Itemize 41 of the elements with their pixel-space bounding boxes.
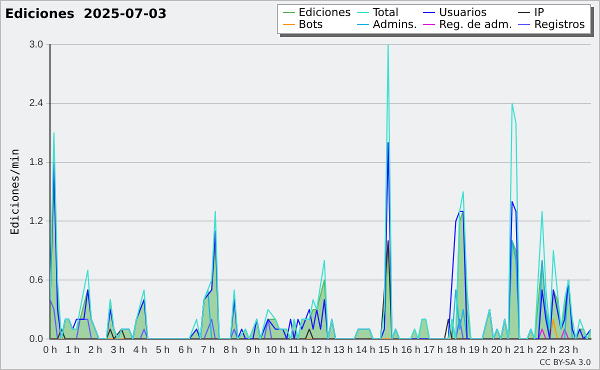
x-tick-label: 14 h: [356, 344, 376, 356]
x-tick-label: 22 h: [536, 344, 556, 356]
x-tick-label: 13 h: [333, 344, 353, 356]
legend-label: Total: [372, 6, 400, 19]
y-tick-label: 1.2: [29, 216, 44, 227]
x-tick-label: 2 h: [88, 344, 102, 356]
x-tick-label: 3 h: [110, 344, 125, 356]
y-tick-label: 1.8: [29, 157, 44, 168]
legend-label: Usuarios: [438, 6, 488, 19]
x-tick-label: 17 h: [424, 344, 443, 356]
legend-label: Bots: [298, 18, 324, 31]
legend-label: Registros: [533, 18, 585, 31]
y-tick-label: 0.0: [29, 334, 44, 345]
legend-label: Admins.: [372, 18, 418, 31]
x-tick-label: 9 h: [246, 344, 260, 356]
x-tick-label: 11 h: [288, 344, 308, 356]
x-tick-label: 23 h: [558, 344, 578, 356]
x-tick-label: 21 h: [514, 344, 534, 356]
y-tick-label: 0.6: [29, 274, 44, 286]
x-tick-label: 10 h: [266, 344, 286, 356]
y-tick-label: 2.4: [29, 98, 44, 110]
x-tick-label: 0 h: [43, 344, 58, 356]
y-tick-label: 3.0: [29, 39, 44, 50]
x-tick-label: 18 h: [446, 344, 466, 356]
x-tick-label: 5 h: [156, 344, 170, 356]
y-axis-title: Ediciones/min: [8, 148, 22, 235]
text: CC BY-SA 3.0: [539, 358, 591, 367]
x-tick-label: 12 h: [310, 344, 330, 356]
legend-label: Ediciones: [298, 6, 351, 19]
x-tick-label: 4 h: [133, 344, 148, 356]
legend-label: Reg. de adm.: [438, 18, 512, 31]
x-tick-label: 8 h: [223, 344, 238, 356]
chart-title: Ediciones 2025-07-03: [5, 7, 167, 22]
x-tick-label: 16 h: [400, 344, 420, 356]
x-tick-label: 1 h: [66, 344, 80, 356]
x-tick-label: 6 h: [178, 344, 192, 356]
x-tick-label: 7 h: [200, 344, 215, 356]
x-tick-label: 19 h: [468, 344, 488, 356]
x-tick-label: 20 h: [491, 344, 511, 356]
x-tick-label: 15 h: [378, 344, 398, 356]
legend-label: IP: [533, 6, 546, 19]
